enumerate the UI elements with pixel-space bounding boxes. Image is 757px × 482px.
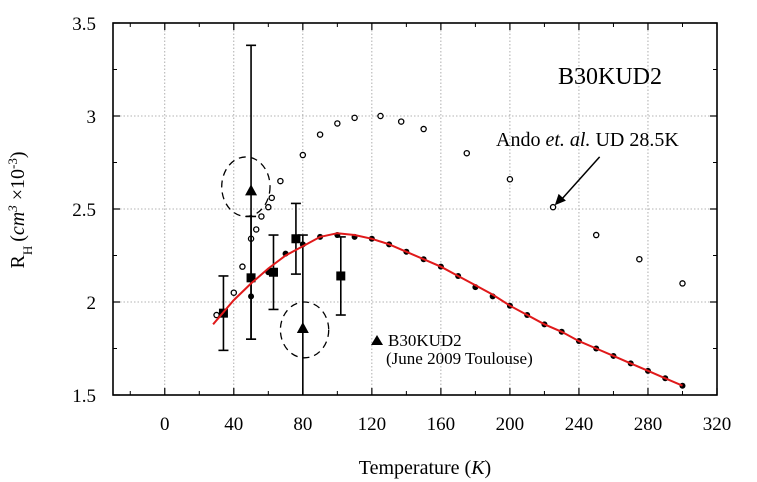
y-tick-label: 3.5 — [72, 14, 96, 35]
y-title-mult-exp: -3 — [5, 158, 20, 169]
open-circle-point — [377, 112, 384, 120]
ando-annotation: Ando et. al. UD 28.5K — [496, 129, 679, 151]
y-tick-label: 2.5 — [72, 200, 96, 221]
open-circle-point — [549, 203, 557, 211]
triangle-point — [296, 322, 309, 334]
axis-ticks: 0 40 80 120 160 200 240 280 320 1.5 2 2.5 3 3.5 — [72, 14, 731, 435]
open-circle-point — [679, 280, 686, 287]
open-circle-point — [230, 289, 238, 296]
open-circle-point — [397, 118, 405, 125]
x-tick-label: 40 — [224, 414, 243, 435]
open-circle-point — [463, 149, 471, 157]
x-tick-label: 200 — [496, 414, 525, 435]
x-tick-label: 320 — [703, 414, 732, 435]
open-circle-point — [265, 203, 272, 211]
legend-triangle-icon — [371, 335, 383, 345]
square-point — [291, 234, 301, 244]
y-tick-label: 1.5 — [72, 386, 96, 407]
dashed-ellipse — [221, 156, 271, 218]
y-title-main: R — [7, 255, 29, 269]
y-title-unit: cm — [7, 212, 29, 235]
open-circle-point — [258, 213, 265, 220]
legend: B30KUD2 (June 2009 Toulouse) — [371, 331, 533, 368]
series-layer — [212, 44, 686, 395]
open-circle-point — [316, 131, 324, 138]
arrow-head — [554, 193, 566, 206]
open-circle-point — [636, 255, 643, 263]
y-title-unit-exp: 3 — [5, 205, 20, 213]
arrow-shaft — [560, 156, 601, 201]
x-tick-label: 160 — [427, 414, 456, 435]
x-tick-label: 240 — [565, 414, 594, 435]
x-tick-label: 80 — [293, 414, 312, 435]
x-title-unit: K — [470, 457, 486, 479]
open-circle-point — [420, 125, 427, 133]
dashed-ellipse — [279, 301, 330, 359]
x-tick-label: 120 — [358, 414, 387, 435]
open-circle-point — [506, 175, 514, 183]
y-tick-label: 2 — [87, 293, 97, 314]
open-circle-point — [268, 194, 276, 202]
x-tick-label: 0 — [160, 414, 170, 435]
legend-sublabel: (June 2009 Toulouse) — [386, 349, 533, 368]
square-point — [336, 271, 346, 281]
triangle-point — [245, 184, 258, 196]
legend-label: B30KUD2 — [388, 331, 462, 350]
square-point — [268, 267, 278, 277]
open-circle-point — [299, 151, 307, 159]
y-tick-label: 3 — [87, 107, 97, 128]
open-circle-point — [592, 231, 600, 239]
open-circle-point — [351, 114, 358, 122]
x-title-close: ) — [485, 457, 492, 479]
open-circle-point — [277, 177, 284, 185]
ellipse-annotations — [221, 156, 330, 359]
fit-curve — [212, 232, 683, 387]
grid-lines — [113, 23, 717, 395]
x-tick-label: 280 — [634, 414, 663, 435]
annotation-italic: et. al. — [545, 129, 590, 151]
annotation-arrow — [554, 156, 601, 206]
chart-title: B30KUD2 — [558, 64, 662, 90]
annotation-suffix: UD 28.5K — [590, 129, 679, 151]
y-title-mult: ×10 — [7, 169, 29, 205]
open-circle-point — [252, 226, 260, 233]
open-circle-point — [334, 120, 341, 127]
open-circle-point — [239, 263, 246, 270]
x-title-main: Temperature ( — [359, 457, 472, 479]
annotation-prefix: Ando — [496, 129, 545, 151]
y-title-sub: H — [20, 246, 35, 255]
y-axis-title: RH(cm3 ×10-3) — [5, 151, 35, 268]
x-axis-title: Temperature (K) — [359, 457, 491, 479]
